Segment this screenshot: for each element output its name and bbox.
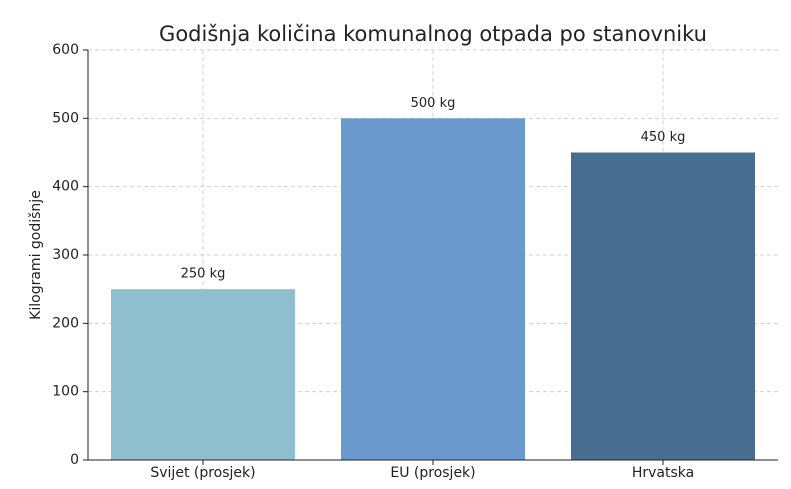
y-tick-label: 300 bbox=[52, 247, 79, 263]
bar bbox=[341, 118, 525, 460]
y-tick-label: 100 bbox=[52, 384, 79, 400]
y-axis-label: Kilogrami godišnje bbox=[28, 190, 44, 320]
bar bbox=[111, 289, 295, 460]
chart-title: Godišnja količina komunalnog otpada po s… bbox=[159, 22, 707, 46]
x-tick-label: Hrvatska bbox=[632, 465, 694, 481]
value-label: 450 kg bbox=[641, 130, 686, 145]
x-tick-label: Svijet (prosjek) bbox=[150, 465, 255, 481]
bar bbox=[571, 152, 755, 460]
value-label: 250 kg bbox=[181, 267, 226, 282]
y-tick-label: 0 bbox=[70, 452, 79, 468]
value-label: 500 kg bbox=[411, 96, 456, 111]
x-tick-label: EU (prosjek) bbox=[390, 465, 475, 481]
y-tick-label: 400 bbox=[52, 179, 79, 195]
y-tick-label: 600 bbox=[52, 42, 79, 58]
y-tick-label: 200 bbox=[52, 315, 79, 331]
y-tick-label: 500 bbox=[52, 110, 79, 126]
